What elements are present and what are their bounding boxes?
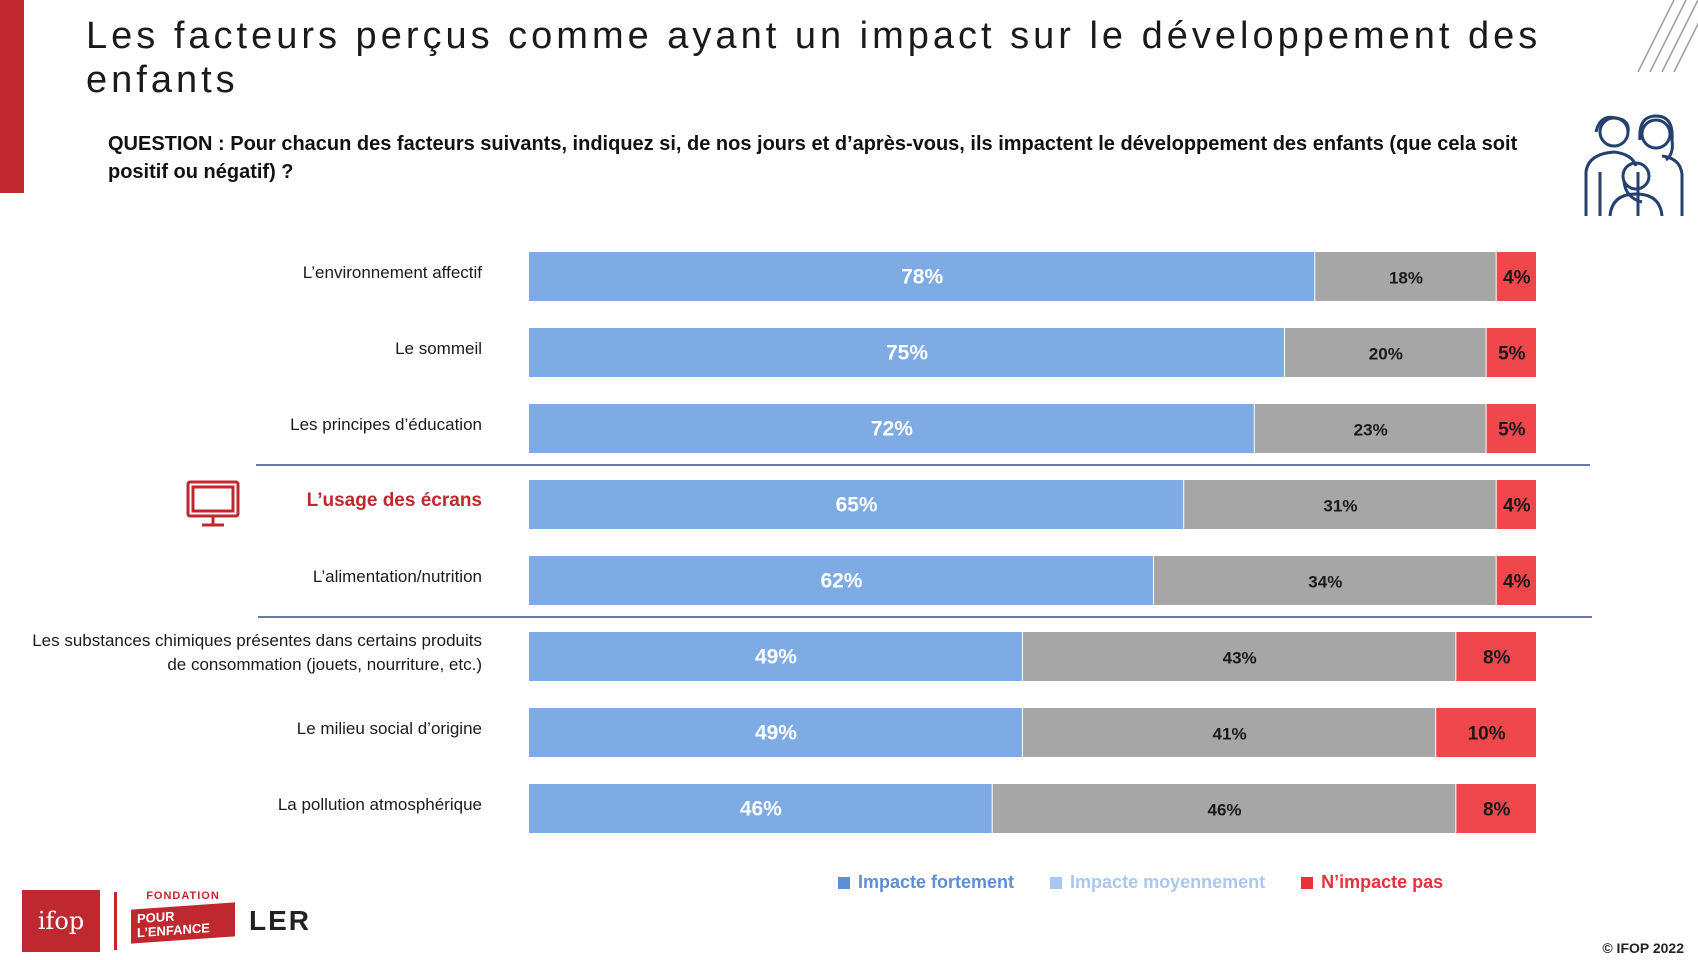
red-side-band <box>0 0 24 193</box>
data-label-none: 8% <box>1483 800 1511 821</box>
bar-segment-medium <box>1315 252 1496 301</box>
data-label-medium: 31% <box>1323 497 1357 516</box>
bar-segment-medium <box>992 784 1456 833</box>
legend-label-strong: Impacte fortement <box>858 872 1015 892</box>
category-label: L’environnement affectif <box>303 263 483 282</box>
screen-icon <box>186 480 240 527</box>
data-label-medium: 20% <box>1369 345 1403 364</box>
data-label-medium: 41% <box>1213 725 1247 744</box>
bar-segment-medium <box>1254 404 1486 453</box>
data-label-none: 4% <box>1503 572 1531 593</box>
family-icon <box>1584 114 1684 217</box>
bar-segment-medium <box>1022 708 1436 757</box>
bar-segment-strong <box>529 632 1022 681</box>
category-label: Le sommeil <box>395 339 482 358</box>
bar-segment-strong <box>529 556 1153 605</box>
logo-separator <box>114 892 117 950</box>
data-label-medium: 18% <box>1389 269 1423 288</box>
bar-segment-strong <box>529 328 1284 377</box>
bar-segment-none <box>1486 404 1536 453</box>
legend-label-medium: Impacte moyennement <box>1070 872 1266 892</box>
bar-segment-none <box>1436 708 1536 757</box>
page-title: Les facteurs perçus comme ayant un impac… <box>86 15 1542 101</box>
decorative-hatch <box>1637 0 1698 72</box>
data-label-none: 10% <box>1468 724 1506 745</box>
fondation-pour-lenfance-logo: FONDATION POUR L’ENFANCE <box>131 890 235 952</box>
bar-segment-medium <box>1153 556 1496 605</box>
bar-segment-strong <box>529 708 1022 757</box>
partner-logos: ifop FONDATION POUR L’ENFANCE LER <box>22 890 329 952</box>
ler-logo: LER <box>249 890 329 952</box>
ifop-logo: ifop <box>22 890 100 952</box>
data-label-none: 8% <box>1483 648 1511 669</box>
bar-segment-none <box>1496 556 1536 605</box>
bar-segment-none <box>1456 784 1536 833</box>
bar-segment-none <box>1496 480 1536 529</box>
data-label-strong: 49% <box>755 646 797 669</box>
chart-legend: Impacte fortement Impacte moyennement N’… <box>838 872 1443 893</box>
stacked-bar-chart: L’environnement affectif 78% 18% 4% Le somme… <box>32 252 1592 833</box>
legend-swatch-none <box>1301 876 1314 889</box>
legend-swatch-medium <box>1050 876 1063 889</box>
data-label-medium: 43% <box>1223 649 1257 668</box>
data-label-strong: 78% <box>901 266 943 289</box>
data-label-none: 5% <box>1498 420 1526 441</box>
category-label: Le milieu social d’origine <box>297 719 482 738</box>
bar-segment-strong <box>529 480 1184 529</box>
bar-segment-medium <box>1285 328 1486 377</box>
legend-item-none: N’impacte pas <box>1301 872 1443 893</box>
bar-segment-strong <box>529 252 1315 301</box>
data-label-strong: 65% <box>836 494 878 517</box>
data-label-strong: 49% <box>755 722 797 745</box>
category-label: Les principes d’éducation <box>290 415 482 434</box>
legend-item-medium: Impacte moyennement <box>1050 872 1265 893</box>
bar-segment-medium <box>1184 480 1496 529</box>
bar-segment-none <box>1496 252 1536 301</box>
copyright: © IFOP 2022 <box>1602 940 1684 956</box>
data-label-strong: 75% <box>886 342 928 365</box>
survey-question: QUESTION : Pour chacun des facteurs suiv… <box>108 133 1518 183</box>
legend-item-strong: Impacte fortement <box>838 872 1014 893</box>
category-label-line: Les substances chimiques présentes dans … <box>32 631 482 650</box>
category-label: Les substances chimiques présentes dans … <box>32 631 482 674</box>
category-label: L’usage des écrans <box>307 490 482 511</box>
bar-segment-strong <box>529 784 992 833</box>
data-label-medium: 34% <box>1308 573 1342 592</box>
data-label-none: 5% <box>1498 344 1526 365</box>
data-label-strong: 72% <box>871 418 913 441</box>
data-label-medium: 23% <box>1354 421 1388 440</box>
bar-segment-strong <box>529 404 1254 453</box>
data-label-strong: 46% <box>740 798 782 821</box>
legend-label-none: N’impacte pas <box>1321 872 1444 892</box>
category-label: L’alimentation/nutrition <box>313 567 482 586</box>
bar-segment-none <box>1486 328 1536 377</box>
bar-segment-medium <box>1022 632 1456 681</box>
data-label-none: 4% <box>1503 496 1531 517</box>
data-label-strong: 62% <box>820 570 862 593</box>
category-label: La pollution atmosphérique <box>278 795 482 814</box>
category-label-line: de consommation (jouets, nourriture, etc… <box>167 655 482 674</box>
bar-segment-none <box>1456 632 1536 681</box>
legend-swatch-strong <box>838 876 850 889</box>
ler-logo-text: LER <box>249 905 311 936</box>
data-label-medium: 46% <box>1208 801 1242 820</box>
fondation-logo-top: FONDATION <box>146 890 220 902</box>
data-label-none: 4% <box>1503 268 1531 289</box>
fondation-logo-badge: POUR L’ENFANCE <box>131 902 235 944</box>
